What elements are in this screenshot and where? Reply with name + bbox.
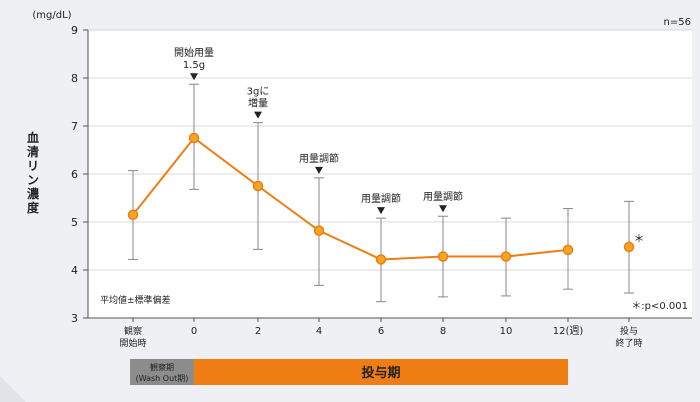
y-axis-title-char: 血 [27,130,39,145]
data-point [188,132,200,144]
y-axis-title-char: ン [27,173,39,187]
data-point [562,244,574,256]
x-tick-label-w12: 12(週) [553,325,584,337]
annotation-label: 増量 [248,97,268,110]
data-point [437,251,449,262]
significance-mark: ＊ [634,232,645,245]
observation-period-bar [130,359,194,385]
annotation-label: 用量調節 [299,152,339,165]
annotation-arrow [254,111,262,119]
annotation-label: 用量調節 [423,190,463,203]
series-line [132,136,569,261]
data-point [252,180,264,192]
annotation-label: 3gに [247,86,270,98]
pvalue-label: ＊:p<0.001 [631,301,688,312]
y-tick-label: 9 [71,24,78,37]
y-axis-title-char: 濃 [27,186,40,201]
x-tick-label-end: 終了時 [615,337,642,349]
data-point [127,209,139,221]
dosing-period-label: 投与期 [361,365,400,381]
y-tick-label: 3 [71,312,78,325]
y-unit-label: (mg/dL) [32,10,71,21]
corner-decoration [0,376,26,402]
x-tick-label-w8: 8 [440,326,446,337]
data-point [313,225,325,236]
x-tick-label-w2: 2 [255,326,261,337]
x-tick-label-w10: 10 [500,326,513,337]
data-point [500,251,512,262]
y-axis-title-char: 度 [27,200,40,215]
x-tick-label-obs: 開始時 [119,337,146,349]
annotation-arrow [377,207,385,215]
y-tick-label: 6 [71,168,78,181]
x-tick-label-w4: 4 [316,326,322,337]
observation-period-label: 観察期 [150,362,174,372]
washout-period-label: (Wash Out期) [136,374,189,383]
annotation-arrow [315,166,323,174]
annotation-label: 用量調節 [361,192,401,205]
dosing-period-bar [194,359,568,385]
y-axis-title-char: リ [27,159,39,173]
data-point [375,254,387,265]
y-tick-label: 5 [71,216,78,229]
x-tick-label-end: 投与 [620,325,638,337]
annotation-arrow [439,205,447,213]
annotation-label: 開始用量 [174,46,214,59]
y-axis-title-char: 清 [27,144,39,159]
x-tick-label-obs: 観察 [124,325,142,337]
data-point [623,241,635,253]
sample-size-label: n=56 [664,17,691,28]
y-tick-label: 7 [71,120,78,133]
x-tick-label-w0: 0 [191,326,197,337]
x-tick-label-w6: 6 [378,326,384,337]
annotation-arrow [190,73,198,81]
y-tick-label: 4 [71,264,78,277]
y-tick-label: 8 [71,72,78,85]
error-type-label: 平均値±標準偏差 [100,294,171,306]
annotation-label: 1.5g [183,60,205,71]
